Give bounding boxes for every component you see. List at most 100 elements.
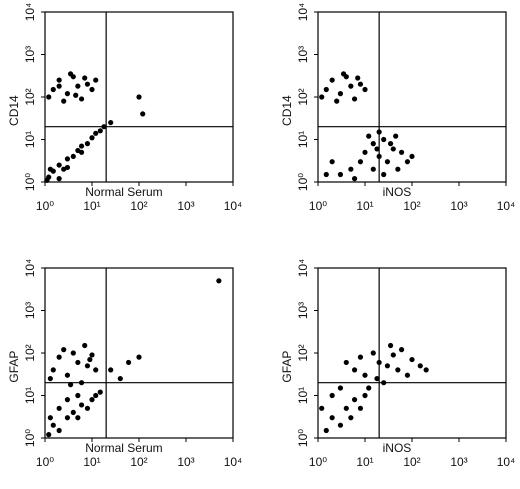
event-dot bbox=[370, 141, 376, 147]
y-tick-label: 10¹ bbox=[296, 131, 310, 148]
event-dot bbox=[366, 133, 372, 139]
event-dot bbox=[89, 86, 95, 93]
event-dot bbox=[370, 350, 376, 356]
event-dot bbox=[409, 356, 415, 363]
y-tick-label: 10¹ bbox=[23, 131, 37, 148]
event-dot bbox=[136, 354, 142, 360]
event-dot bbox=[89, 135, 95, 141]
y-tick-label: 10² bbox=[23, 344, 37, 361]
event-dot bbox=[97, 389, 103, 395]
y-tick-label: 10¹ bbox=[23, 387, 37, 404]
event-dot bbox=[348, 415, 354, 421]
event-dot bbox=[64, 397, 71, 403]
x-tick-label: 10⁴ bbox=[497, 199, 516, 213]
event-dot bbox=[56, 427, 62, 434]
event-dot bbox=[140, 111, 146, 117]
event-dot bbox=[351, 96, 358, 102]
event-dot bbox=[337, 171, 344, 178]
event-dot bbox=[398, 347, 405, 353]
x-tick-label: 10¹ bbox=[356, 199, 373, 213]
x-tick-label: 10¹ bbox=[83, 199, 100, 213]
x-axis-label: iNOS bbox=[383, 185, 412, 199]
event-dot bbox=[44, 177, 50, 183]
event-dot bbox=[84, 141, 91, 147]
event-dot bbox=[50, 422, 56, 428]
event-dot bbox=[337, 91, 344, 97]
event-dot bbox=[84, 81, 91, 87]
event-dot bbox=[357, 354, 364, 360]
event-dot bbox=[93, 392, 99, 399]
event-dot bbox=[423, 367, 429, 373]
event-dot bbox=[387, 342, 394, 349]
x-tick-label: 10⁴ bbox=[224, 199, 243, 213]
event-dot bbox=[97, 128, 103, 134]
event-dot bbox=[117, 375, 123, 382]
y-tick-label: 10² bbox=[23, 88, 37, 105]
y-tick-label: 10⁰ bbox=[23, 429, 37, 447]
x-tick-label: 10² bbox=[403, 455, 420, 469]
x-axis-label: Normal Serum bbox=[85, 185, 162, 199]
event-dot bbox=[67, 71, 74, 77]
event-dot bbox=[56, 405, 62, 411]
event-dot bbox=[351, 367, 358, 373]
y-tick-label: 10⁰ bbox=[296, 429, 310, 447]
event-dot bbox=[409, 153, 415, 160]
x-tick-label: 10² bbox=[130, 199, 147, 213]
event-dot bbox=[78, 149, 85, 155]
event-dot bbox=[56, 83, 62, 89]
event-dot bbox=[348, 166, 354, 172]
x-tick-label: 10² bbox=[130, 455, 147, 469]
event-dot bbox=[75, 392, 81, 399]
y-tick-label: 10³ bbox=[296, 302, 310, 319]
event-dot bbox=[374, 146, 380, 152]
plot-frame bbox=[317, 267, 507, 439]
event-dot bbox=[46, 432, 52, 438]
event-dot bbox=[381, 171, 387, 178]
event-dot bbox=[75, 83, 81, 89]
event-dot bbox=[84, 363, 91, 369]
event-dot bbox=[70, 350, 76, 356]
event-dot bbox=[64, 91, 71, 97]
event-dot bbox=[84, 405, 91, 411]
event-dot bbox=[323, 171, 329, 178]
event-dot bbox=[381, 136, 387, 143]
event-dot bbox=[93, 77, 99, 83]
event-dot bbox=[82, 342, 88, 349]
x-tick-label: 10³ bbox=[450, 199, 467, 213]
event-dot bbox=[87, 356, 93, 363]
event-dot bbox=[73, 92, 79, 98]
event-dot bbox=[82, 75, 88, 81]
event-dot bbox=[387, 141, 394, 147]
event-dot bbox=[357, 405, 364, 411]
event-dot bbox=[319, 405, 325, 411]
event-dot bbox=[329, 77, 335, 83]
event-dot bbox=[136, 94, 142, 100]
x-tick-label: 10⁰ bbox=[36, 455, 54, 469]
event-dot bbox=[47, 415, 53, 421]
event-dot bbox=[417, 363, 423, 369]
x-tick-label: 10⁴ bbox=[224, 455, 243, 469]
event-dot bbox=[70, 409, 76, 416]
event-dot bbox=[93, 367, 99, 373]
y-tick-label: 10⁴ bbox=[23, 3, 37, 22]
event-dot bbox=[343, 405, 349, 411]
event-dot bbox=[351, 397, 358, 403]
event-dot bbox=[125, 359, 132, 366]
y-axis-label: CD14 bbox=[7, 95, 21, 126]
y-tick-label: 10⁴ bbox=[23, 259, 37, 278]
event-dot bbox=[384, 159, 391, 165]
event-dot bbox=[393, 133, 399, 139]
x-tick-label: 10¹ bbox=[356, 455, 373, 469]
event-dot bbox=[390, 352, 396, 358]
event-dot bbox=[50, 367, 56, 373]
event-dot bbox=[89, 397, 95, 403]
event-dot bbox=[78, 402, 85, 408]
x-tick-label: 10⁰ bbox=[309, 199, 327, 213]
event-dot bbox=[355, 75, 361, 81]
x-tick-label: 10³ bbox=[450, 455, 467, 469]
event-dot bbox=[357, 81, 364, 87]
event-dot bbox=[319, 94, 325, 100]
y-tick-label: 10¹ bbox=[296, 387, 310, 404]
x-tick-label: 10⁰ bbox=[309, 455, 327, 469]
